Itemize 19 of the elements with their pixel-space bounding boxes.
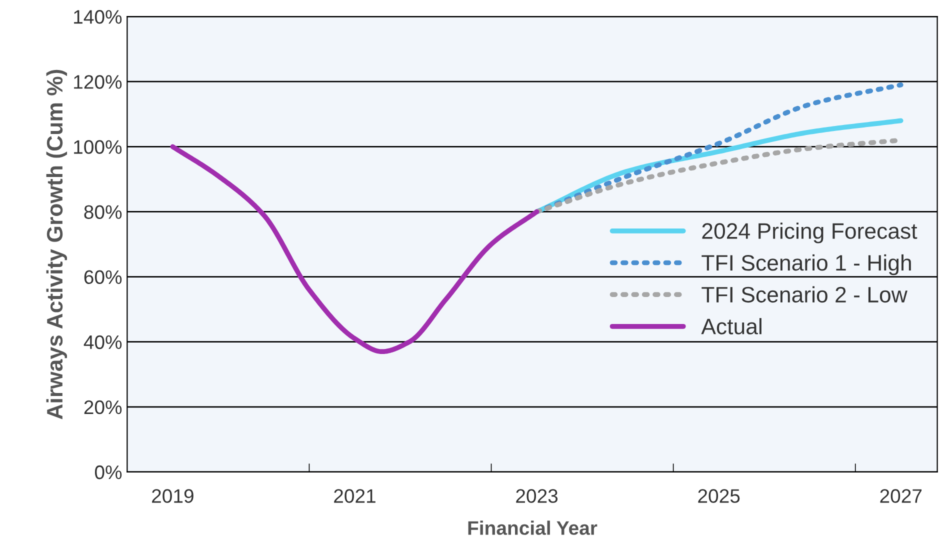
x-tick-label: 2027 [880, 489, 922, 503]
y-tick-label: 0% [94, 465, 122, 480]
legend-label: Actual [701, 318, 762, 334]
y-tick-label: 100% [74, 140, 122, 154]
y-tick-label: 40% [84, 335, 122, 350]
y-tick-label: 20% [84, 400, 122, 414]
y-tick-label: 60% [84, 270, 122, 284]
x-axis-title: Financial Year [468, 520, 598, 535]
y-tick-label: 120% [74, 75, 122, 89]
y-tick-label: 140% [74, 10, 122, 24]
y-tick-label: 80% [84, 205, 122, 219]
legend-label: 2024 Pricing Forecast [702, 222, 918, 244]
legend-label: TFI Scenario 1 - High [702, 254, 911, 276]
y-axis-title: Airways Activity Growth (Cum %) [46, 70, 68, 420]
x-tick-label: 2023 [516, 489, 558, 503]
x-tick-label: 2021 [334, 489, 376, 503]
x-tick-label: 2025 [698, 489, 740, 503]
x-tick-label: 2019 [152, 489, 194, 503]
legend-label: TFI Scenario 2 - Low [702, 286, 908, 303]
